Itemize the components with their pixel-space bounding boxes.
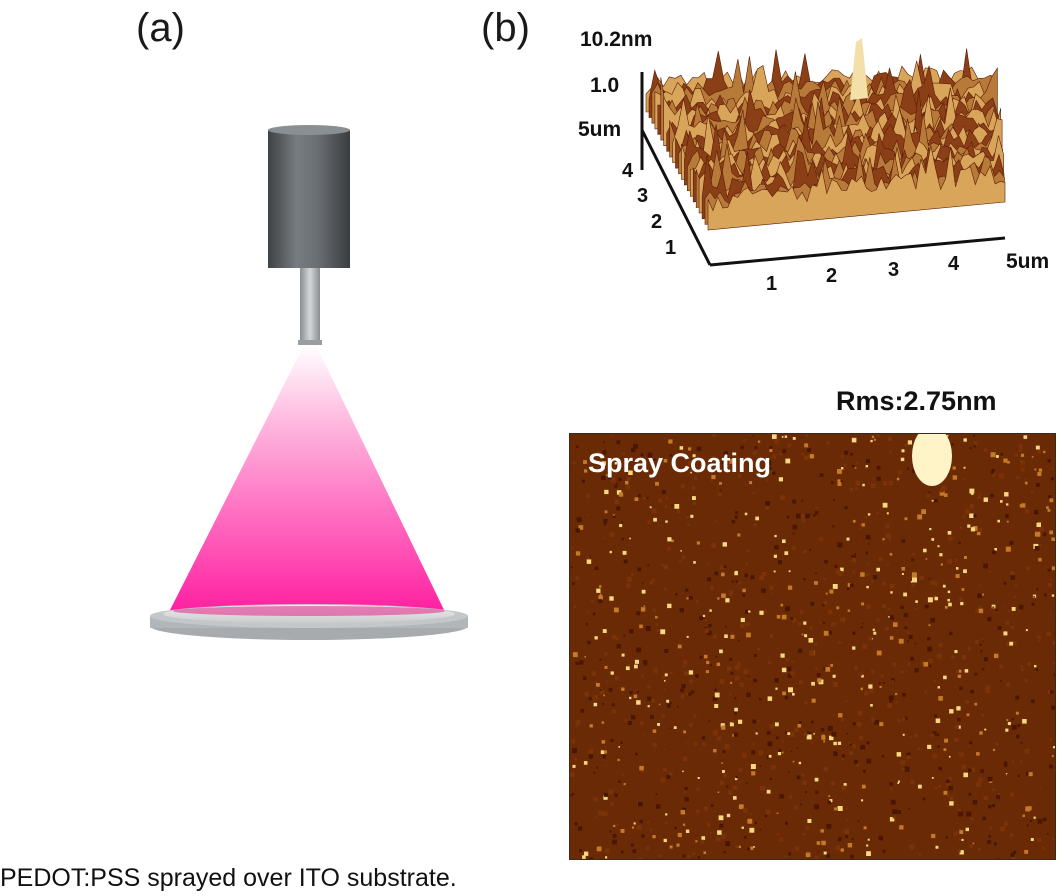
figure-caption: PEDOT:PSS sprayed over ITO substrate. [0, 864, 457, 892]
substrate-plate [150, 604, 468, 640]
x-tick-label: 4 [948, 253, 960, 275]
rms-roughness-label: Rms:2.75nm [836, 386, 997, 416]
spray-coating-label: Spray Coating [588, 448, 772, 478]
y-tick-label: 3 [637, 185, 648, 207]
x-tick-label: 3 [888, 259, 899, 281]
spray-cone [168, 345, 446, 614]
y-tick-label: 2 [651, 211, 662, 233]
z-axis-mid-label: 1.0 [590, 74, 619, 97]
afm-2d-height-map [570, 434, 1055, 859]
panel-a-label: (a) [136, 6, 185, 50]
x-tick-label: 1 [766, 273, 777, 295]
y-tick-label: 1 [665, 237, 676, 259]
z-axis-max-label: 10.2nm [580, 28, 652, 51]
y-tick-label: 4 [622, 160, 634, 182]
afm-2d-map: Spray Coating [569, 433, 1056, 860]
x-axis-max-label: 5um [1006, 250, 1049, 273]
x-tick-label: 2 [826, 265, 837, 287]
afm-3d-surface [645, 38, 1006, 231]
afm-3d-surface-plot: 10.2nm 1.0 5um 5um 4 3 2 1 1 2 3 4 [578, 28, 1049, 295]
afm-3d-axes [640, 72, 1006, 267]
y-axis-max-label: 5um [578, 118, 621, 141]
nozzle-icon [268, 125, 350, 345]
panel-b-label: (b) [481, 6, 530, 50]
spray-coating-schematic [150, 125, 468, 640]
